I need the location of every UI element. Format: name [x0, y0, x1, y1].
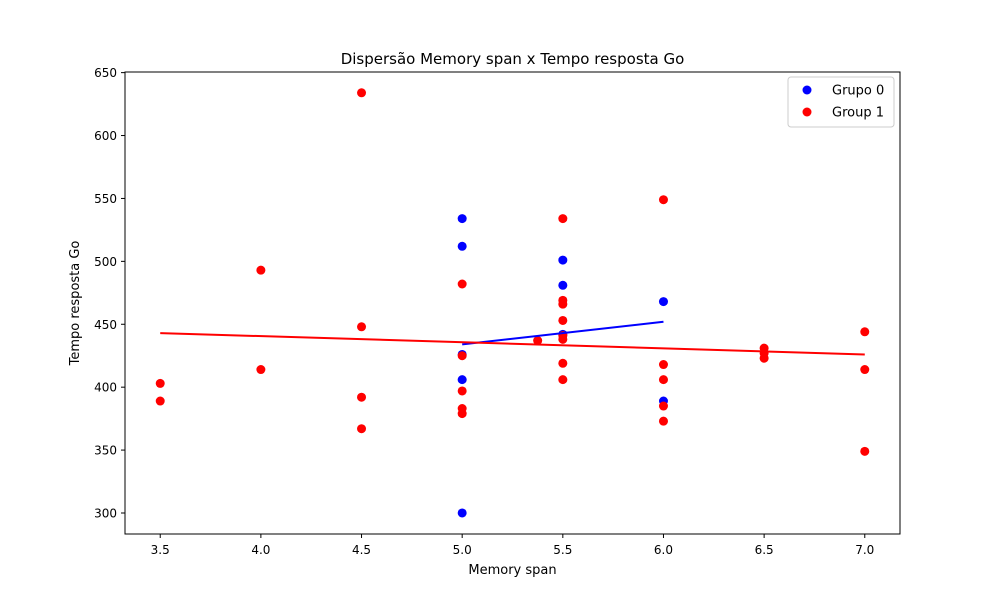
- data-point-group-1: [759, 353, 769, 363]
- data-marks: [155, 88, 870, 518]
- x-tick-label: 6.0: [654, 543, 673, 557]
- data-point-grupo-0: [558, 280, 568, 290]
- data-point-group-1: [357, 322, 367, 332]
- data-point-group-1: [558, 358, 568, 368]
- data-point-grupo-0: [457, 508, 467, 518]
- data-point-group-1: [357, 88, 367, 98]
- trendline-grupo-0: [462, 320, 664, 346]
- data-point-group-1: [457, 409, 467, 419]
- data-point-grupo-0: [558, 255, 568, 265]
- plot-frame: [124, 71, 901, 535]
- data-point-group-1: [658, 416, 668, 426]
- data-point-group-1: [256, 365, 266, 375]
- y-tick-label: 550: [94, 192, 117, 206]
- data-point-grupo-0: [457, 375, 467, 385]
- x-tick-label: 5.0: [453, 543, 472, 557]
- data-point-group-1: [860, 446, 870, 456]
- y-tick-label: 400: [94, 381, 117, 395]
- y-tick-label: 450: [94, 318, 117, 332]
- y-tick-label: 300: [94, 506, 117, 520]
- data-point-group-1: [558, 299, 568, 309]
- x-tick-label: 4.5: [352, 543, 371, 557]
- x-tick-label: 4.0: [251, 543, 270, 557]
- data-point-grupo-0: [457, 214, 467, 224]
- data-point-group-1: [658, 195, 668, 205]
- data-point-group-1: [658, 401, 668, 411]
- data-point-group-1: [558, 334, 568, 344]
- data-point-group-1: [357, 424, 367, 434]
- data-point-group-1: [256, 265, 266, 275]
- data-point-group-1: [457, 279, 467, 289]
- data-point-group-1: [457, 386, 467, 396]
- data-point-group-1: [155, 396, 165, 406]
- trendline-group-1: [160, 332, 865, 356]
- data-point-group-1: [357, 392, 367, 402]
- data-point-group-1: [860, 327, 870, 337]
- plot-area: [125, 72, 900, 534]
- data-point-group-1: [155, 378, 165, 388]
- legend-marker: [802, 107, 812, 117]
- x-axis-label: Memory span: [468, 563, 556, 578]
- x-tick-label: 7.0: [855, 543, 874, 557]
- legend-label: Grupo 0: [832, 84, 884, 99]
- data-point-group-1: [558, 214, 568, 224]
- legend: Grupo 0 Group 1: [787, 76, 895, 128]
- y-tick-label: 350: [94, 444, 117, 458]
- data-point-grupo-0: [658, 297, 668, 307]
- legend-frame: [787, 76, 895, 128]
- data-point-grupo-0: [457, 241, 467, 251]
- x-axis: 3.5 4.0 4.5 5.0 5.5 6.0 6.5 7.0: [151, 534, 874, 557]
- x-tick-label: 6.5: [755, 543, 774, 557]
- data-point-group-1: [658, 375, 668, 385]
- chart-title: Dispersão Memory span x Tempo resposta G…: [341, 50, 685, 68]
- y-tick-label: 600: [94, 129, 117, 143]
- data-point-group-1: [860, 365, 870, 375]
- y-tick-label: 500: [94, 255, 117, 269]
- y-axis-label: Tempo resposta Go: [68, 241, 83, 367]
- data-point-group-1: [558, 375, 568, 385]
- data-point-group-1: [533, 336, 543, 346]
- data-point-group-1: [558, 315, 568, 325]
- data-point-group-1: [658, 360, 668, 370]
- legend-label: Group 1: [832, 106, 884, 121]
- x-tick-label: 3.5: [151, 543, 170, 557]
- y-tick-label: 650: [94, 66, 117, 80]
- x-tick-label: 5.5: [553, 543, 572, 557]
- data-point-group-1: [457, 351, 467, 361]
- y-axis: 300 350 400 450 500 550 600 650: [94, 66, 125, 520]
- legend-marker: [802, 85, 812, 95]
